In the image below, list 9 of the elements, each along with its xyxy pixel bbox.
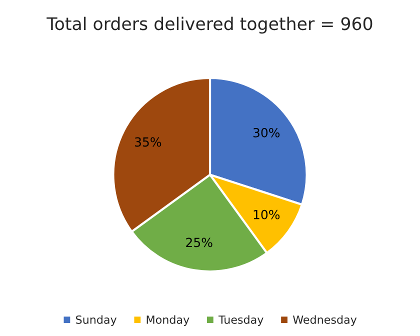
legend-label: Monday — [146, 315, 190, 326]
data-label: 35% — [134, 137, 162, 147]
data-label: 30% — [253, 128, 280, 138]
data-label: 25% — [186, 238, 212, 248]
legend-label: Sunday — [76, 315, 117, 326]
legend-label: Tuesday — [218, 315, 264, 326]
data-label: 10% — [254, 210, 280, 220]
legend-label: Wednesday — [292, 315, 357, 326]
chart-title: Total orders delivered together = 960 — [46, 16, 372, 34]
